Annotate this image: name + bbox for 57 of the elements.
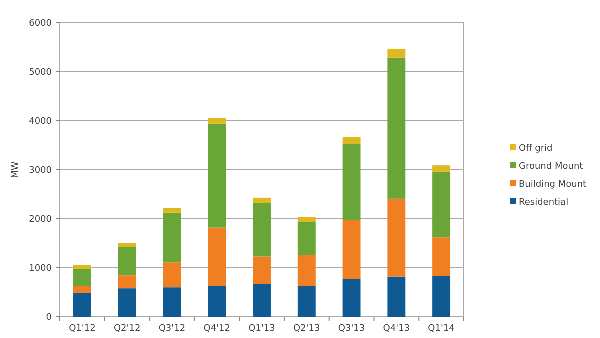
x-tick-label: Q1'13 <box>248 324 276 334</box>
bar <box>342 220 361 280</box>
y-tick-label: 4000 <box>29 117 52 128</box>
x-tick-label: Q2'12 <box>114 324 141 334</box>
bar <box>253 203 271 257</box>
bar <box>73 292 92 317</box>
x-tick-label: Q4'12 <box>204 324 230 334</box>
bar <box>163 288 182 317</box>
y-tick-label: 2000 <box>29 215 52 226</box>
y-tick-label: 3000 <box>29 166 52 176</box>
y-tick-label: 0 <box>46 313 52 324</box>
bar <box>432 276 451 317</box>
bar <box>118 276 136 289</box>
bar <box>388 58 406 199</box>
x-tick-label: Q4'13 <box>383 324 410 334</box>
x-tick-label: Q1'14 <box>428 324 456 334</box>
bar <box>298 222 316 256</box>
bar <box>208 228 226 286</box>
bar <box>253 284 271 317</box>
x-tick-label: Q3'13 <box>338 324 366 334</box>
y-axis-title: MW <box>11 162 21 178</box>
bar <box>73 286 92 293</box>
bar <box>118 288 136 317</box>
bar <box>342 137 361 144</box>
x-tick-label: Q1'12 <box>69 324 96 334</box>
bar <box>253 256 271 284</box>
bar <box>432 172 451 238</box>
bar <box>388 198 406 277</box>
bar <box>298 255 316 286</box>
bar <box>298 217 316 222</box>
bar <box>342 279 361 317</box>
bar <box>388 48 406 58</box>
bar <box>163 208 182 213</box>
bar <box>298 286 316 317</box>
bar <box>118 247 136 276</box>
bar <box>208 124 226 228</box>
bar <box>73 269 92 286</box>
y-tick-label: 5000 <box>29 68 52 78</box>
legend-label: Building Mount <box>519 180 588 190</box>
x-tick-label: Q3'12 <box>158 324 186 334</box>
bar <box>163 262 182 288</box>
y-tick-label: 6000 <box>29 19 52 30</box>
bar <box>208 286 226 317</box>
bar <box>118 244 136 248</box>
bar <box>73 265 92 270</box>
bar <box>163 212 182 263</box>
x-tick-label: Q2'13 <box>294 324 320 334</box>
y-tick-label: 1000 <box>29 264 52 274</box>
bar <box>208 118 226 124</box>
bar <box>432 238 451 276</box>
legend-label: Off grid <box>519 144 553 154</box>
legend-label: Residential <box>519 198 569 208</box>
bar <box>388 276 406 317</box>
bar <box>342 144 361 220</box>
bar <box>432 166 451 172</box>
bar <box>253 198 271 204</box>
legend-label: Ground Mount <box>519 162 584 172</box>
